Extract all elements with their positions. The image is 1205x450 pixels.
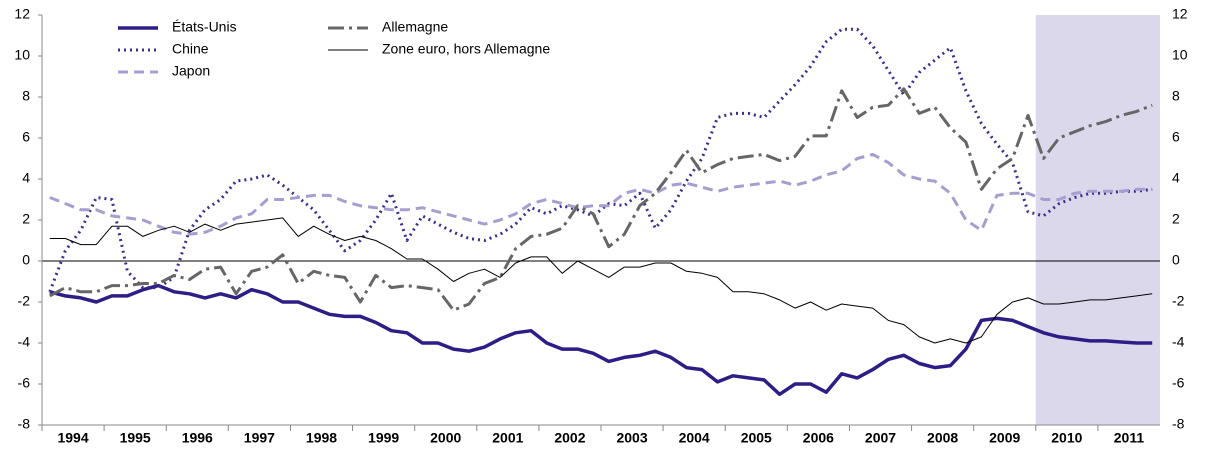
y-tick-label: 2 (22, 211, 30, 227)
x-tick-label: 2005 (741, 430, 772, 446)
x-tick-label: 1999 (368, 430, 399, 446)
x-tick-label: 2002 (554, 430, 585, 446)
legend-label: Chine (172, 41, 209, 57)
y2-tick-label: 10 (1172, 47, 1188, 63)
y2-tick-label: 4 (1172, 170, 1180, 186)
forecast-shade (1035, 15, 1160, 425)
legend-label: Allemagne (382, 19, 448, 35)
y2-tick-label: -8 (1172, 416, 1185, 432)
series-line (49, 87, 1153, 312)
legend-label: Zone euro, hors Allemagne (382, 41, 550, 57)
x-tick-label: 2006 (803, 430, 834, 446)
x-tick-label: 2000 (430, 430, 461, 446)
x-tick-label: 1998 (306, 430, 337, 446)
x-tick-label: 2011 (1114, 430, 1145, 446)
series-line (49, 152, 1153, 236)
y2-tick-label: 0 (1172, 252, 1180, 268)
y2-tick-label: -4 (1172, 334, 1185, 350)
y-tick-label: -6 (18, 375, 31, 391)
y2-tick-label: 6 (1172, 129, 1180, 145)
legend-label: Japon (172, 63, 210, 79)
series-line (49, 283, 1153, 397)
x-tick-label: 2010 (1051, 430, 1082, 446)
y-tick-label: 0 (22, 252, 30, 268)
series-line (48, 27, 1153, 293)
x-tick-label: 2001 (492, 430, 523, 446)
legend-label: États-Unis (172, 19, 237, 35)
y2-tick-label: -6 (1172, 375, 1185, 391)
series-line (49, 217, 1153, 344)
x-tick-label: 1996 (182, 430, 213, 446)
y2-tick-label: 8 (1172, 88, 1180, 104)
x-tick-label: 1994 (57, 430, 88, 446)
x-tick-label: 2003 (616, 430, 647, 446)
x-tick-label: 2004 (679, 430, 710, 446)
x-tick-label: 2008 (927, 430, 958, 446)
y-tick-label: 8 (22, 88, 30, 104)
y2-tick-label: 2 (1172, 211, 1180, 227)
y2-tick-label: -2 (1172, 293, 1185, 309)
y-tick-label: 10 (14, 47, 30, 63)
y-tick-label: 4 (22, 170, 30, 186)
x-tick-label: 1995 (120, 430, 151, 446)
x-tick-label: 2009 (989, 430, 1020, 446)
y-tick-label: 6 (22, 129, 30, 145)
x-tick-label: 2007 (865, 430, 896, 446)
x-tick-label: 1997 (244, 430, 275, 446)
y-tick-label: -8 (18, 416, 31, 432)
y2-tick-label: 12 (1172, 6, 1188, 22)
y-tick-label: -4 (18, 334, 31, 350)
y-tick-label: 12 (14, 6, 30, 22)
y-tick-label: -2 (18, 293, 31, 309)
